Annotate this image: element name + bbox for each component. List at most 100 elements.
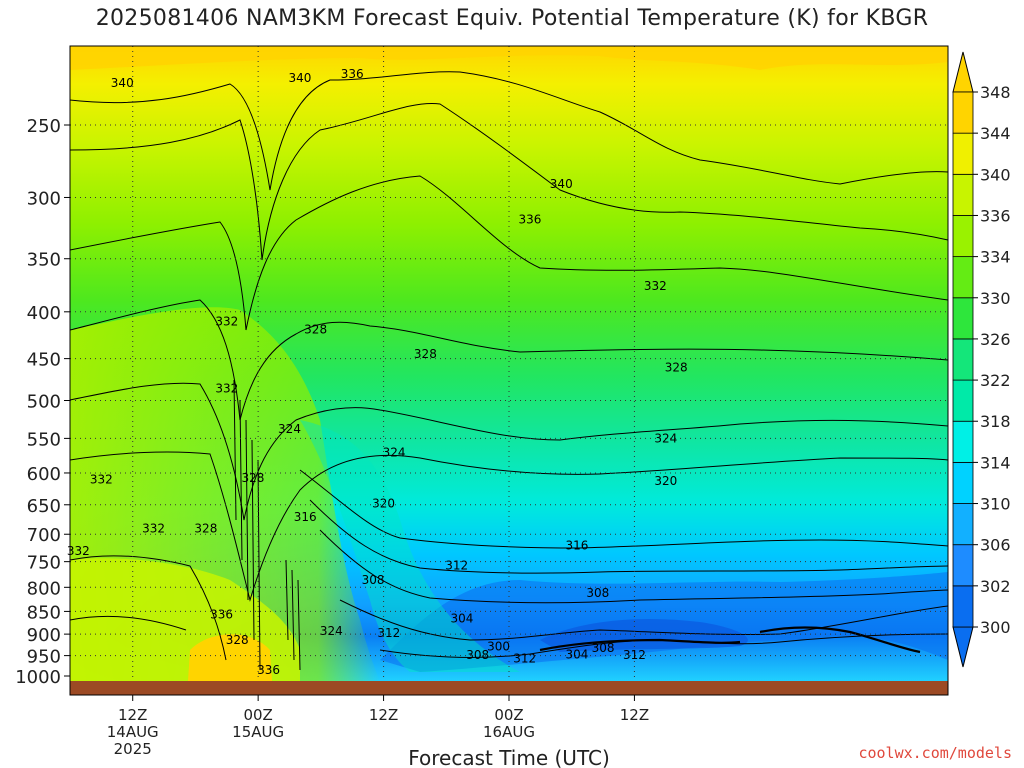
contour-label: 308 xyxy=(362,573,385,587)
y-tick-label: 450 xyxy=(27,350,61,371)
colorbar-label: 330 xyxy=(980,289,1011,308)
colorbar-high-arrow xyxy=(952,51,974,93)
x-tick-label: 15AUG xyxy=(232,723,284,741)
contour-label: 340 xyxy=(111,76,134,90)
contour-label: 324 xyxy=(320,624,343,638)
colorbar-label: 336 xyxy=(980,206,1011,225)
colorbar-label: 318 xyxy=(980,412,1011,431)
y-tick-label: 800 xyxy=(27,578,61,599)
colorbar-swatch xyxy=(952,215,974,258)
hot-core-region xyxy=(188,634,272,681)
colorbar-swatch xyxy=(952,297,974,340)
colorbar: 300 302 306 310 314 318 322 326 330 334 336 340 344 3… xyxy=(952,51,1011,668)
contour-label: 304 xyxy=(451,611,474,625)
contour-label: 328 xyxy=(241,471,264,485)
contour-label: 328 xyxy=(226,633,249,647)
contour-label: 312 xyxy=(623,648,646,662)
contour-label: 324 xyxy=(654,431,677,445)
colorbar-swatch xyxy=(952,338,974,381)
x-tick-label: 00Z xyxy=(243,706,272,724)
ground-strip xyxy=(70,681,948,695)
colorbar-swatch xyxy=(952,585,974,628)
colorbar-label: 310 xyxy=(980,495,1011,514)
colorbar-label: 322 xyxy=(980,371,1011,390)
y-tick-label: 250 xyxy=(27,116,61,137)
y-tick-label: 300 xyxy=(27,188,61,209)
x-tick-label: 16AUG xyxy=(483,723,535,741)
colorbar-swatch xyxy=(952,173,974,216)
colorbar-swatch xyxy=(952,256,974,299)
colorbar-label: 302 xyxy=(980,577,1011,596)
contour-label: 328 xyxy=(665,360,688,374)
contour-label: 300 xyxy=(487,639,510,653)
contour-label: 332 xyxy=(67,544,90,558)
contour-label: 332 xyxy=(90,473,113,487)
dry-intrusion-region xyxy=(300,420,520,672)
contour-label: 336 xyxy=(210,608,233,622)
contour-label: 304 xyxy=(565,647,588,661)
x-tick-label: 14AUG xyxy=(107,723,159,741)
colorbar-swatch xyxy=(952,132,974,175)
contour-label: 308 xyxy=(466,648,489,662)
colorbar-swatch xyxy=(952,91,974,134)
contour-label: 340 xyxy=(550,177,573,191)
contour-label: 328 xyxy=(304,322,327,336)
colorbar-swatch xyxy=(952,461,974,504)
contour-lines xyxy=(70,71,948,671)
contour-label: 324 xyxy=(383,446,406,460)
colorbar-swatch xyxy=(952,544,974,587)
x-tick-label: 12Z xyxy=(620,706,649,724)
contour-label: 308 xyxy=(592,641,615,655)
theta-e-field xyxy=(70,46,948,681)
y-axis: 2503003504004505005506006507007508008509… xyxy=(15,116,70,688)
colorbar-swatch xyxy=(952,420,974,463)
contour-labels: 340 340 336 340 336 332 332 328 328 328 332 324 324 3… xyxy=(67,67,688,677)
contour-label: 332 xyxy=(644,279,667,293)
y-tick-label: 350 xyxy=(27,250,61,271)
colorbar-low-arrow xyxy=(952,626,974,668)
x-tick-label: 12Z xyxy=(118,706,147,724)
y-tick-label: 1000 xyxy=(15,667,61,688)
contour-label: 336 xyxy=(518,212,541,226)
contour-label: 336 xyxy=(341,67,364,81)
contour-label: 312 xyxy=(377,626,400,640)
colorbar-swatch xyxy=(952,379,974,422)
colorbar-label: 344 xyxy=(980,124,1011,143)
chart-title: 2025081406 NAM3KM Forecast Equiv. Potent… xyxy=(95,6,929,31)
colorbar-label: 306 xyxy=(980,536,1011,555)
y-tick-label: 400 xyxy=(27,303,61,324)
contour-label: 312 xyxy=(445,558,468,572)
contour-label: 316 xyxy=(294,510,317,524)
y-tick-label: 750 xyxy=(27,553,61,574)
frontal-contours xyxy=(539,626,921,654)
x-tick-label: 00Z xyxy=(494,706,523,724)
y-tick-label: 650 xyxy=(27,496,61,517)
contour-label: 320 xyxy=(654,474,677,488)
colorbar-label: 348 xyxy=(980,83,1011,102)
x-tick-label: 2025 xyxy=(114,740,152,758)
y-tick-label: 550 xyxy=(27,429,61,450)
contour-label: 340 xyxy=(288,71,311,85)
contour-label: 320 xyxy=(372,497,395,511)
top-warm-region xyxy=(70,46,948,70)
y-tick-label: 600 xyxy=(27,464,61,485)
contour-label: 316 xyxy=(565,538,588,552)
y-tick-label: 500 xyxy=(27,392,61,413)
contour-label: 332 xyxy=(215,315,238,329)
colorbar-label: 326 xyxy=(980,330,1011,349)
credit-text: coolwx.com/models xyxy=(858,744,1012,762)
contour-label: 336 xyxy=(257,663,280,677)
contour-label: 308 xyxy=(586,586,609,600)
contour-label: 332 xyxy=(142,522,165,536)
colorbar-label: 340 xyxy=(980,165,1011,184)
y-tick-label: 900 xyxy=(27,625,61,646)
grid-lines xyxy=(70,46,948,681)
contour-label: 328 xyxy=(194,522,217,536)
contour-label: 324 xyxy=(278,422,301,436)
contour-label: 332 xyxy=(215,381,238,395)
contour-label: 312 xyxy=(513,652,536,666)
y-tick-label: 850 xyxy=(27,602,61,623)
colorbar-label: 334 xyxy=(980,248,1011,267)
